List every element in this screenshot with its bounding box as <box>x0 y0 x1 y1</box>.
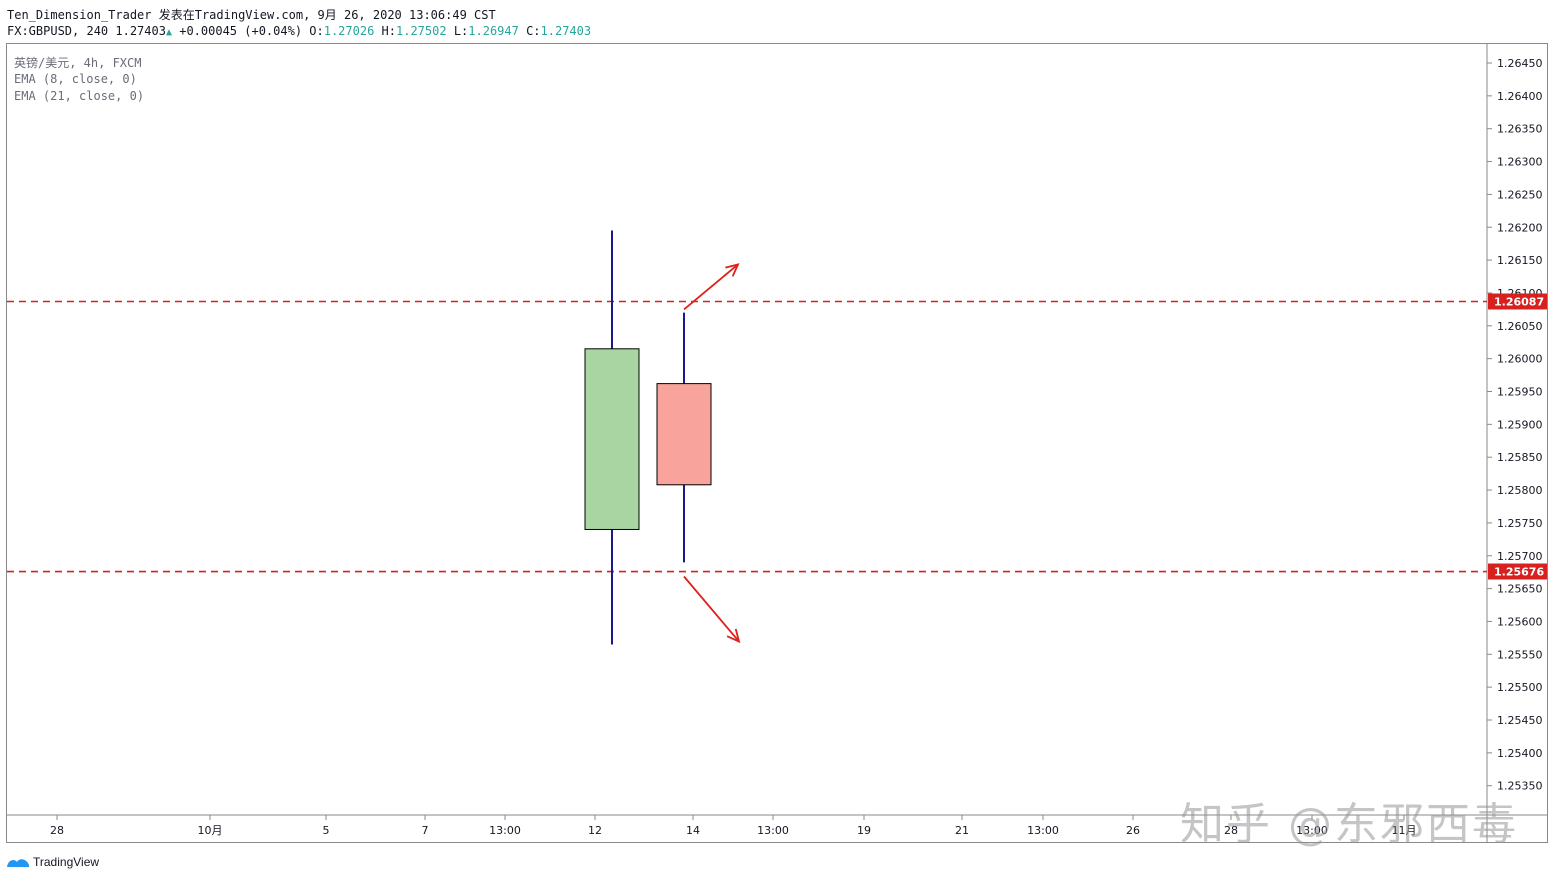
low-value: 1.26947 <box>468 24 519 38</box>
watermark: 知乎 @东邪西毒 <box>1180 799 1518 850</box>
ema-fast-legend[interactable]: EMA (8, close, 0) <box>14 72 137 86</box>
time-tick-label: 7 <box>422 824 429 837</box>
high-label: H: <box>381 24 396 38</box>
candles <box>584 230 712 645</box>
arrow-annotations <box>683 263 741 644</box>
time-tick-label: 11月 <box>1392 824 1417 837</box>
time-tick-label: 5 <box>323 824 330 837</box>
arrow-shaft <box>683 263 739 311</box>
time-axis: 28 10月 5 7 13:00 12 14 13:00 19 21 13:00 26 28 13:00 1… <box>50 815 1417 837</box>
open-value: 1.27026 <box>323 24 375 38</box>
arrow-head-icon <box>725 263 740 277</box>
symbol-price: FX:GBPUSD, 240 1.27403 <box>7 24 166 38</box>
time-tick-label: 28 <box>50 824 64 837</box>
publisher-line: Ten_Dimension_Trader 发表在TradingView.com,… <box>7 8 496 22</box>
time-tick-label: 28 <box>1224 824 1238 837</box>
ema-slow-legend[interactable]: EMA (21, close, 0) <box>14 89 145 103</box>
price-tick-label: 1.25500 <box>1497 681 1543 694</box>
price-change: +0.00045 (+0.04%) <box>179 24 303 38</box>
price-tick-label: 1.26250 <box>1497 188 1543 201</box>
price-tick-label: 1.26350 <box>1497 123 1543 136</box>
price-tick-label: 1.25550 <box>1497 648 1543 661</box>
low-label: L: <box>453 24 469 38</box>
time-tick-label: 12 <box>588 824 602 837</box>
price-tick-label: 1.25700 <box>1497 550 1543 563</box>
time-tick-label: 13:00 <box>1027 824 1059 837</box>
tradingview-brand: TradingView <box>33 855 100 869</box>
price-tick-label: 1.26400 <box>1497 90 1543 103</box>
price-tick-label: 1.25350 <box>1497 780 1543 793</box>
price-tick-label: 1.26000 <box>1497 353 1543 366</box>
tradingview-logo-icon <box>7 859 29 867</box>
price-tick-label: 1.25750 <box>1497 517 1543 530</box>
time-tick-label: 19 <box>857 824 871 837</box>
price-axis: 1.26450 1.26400 1.26350 1.26300 1.26250 1.262… <box>1487 57 1543 793</box>
price-tick-label: 1.25950 <box>1497 386 1543 399</box>
symbol-ohlc-line: FX:GBPUSD, 240 1.27403▲ +0.00045 (+0.04%… <box>7 24 591 38</box>
level-price-label: 1.26087 <box>1494 295 1544 308</box>
time-tick-label: 13:00 <box>1296 824 1328 837</box>
price-tick-label: 1.25600 <box>1497 615 1543 628</box>
level-price-badge <box>1488 563 1547 580</box>
level-price-label: 1.25676 <box>1494 566 1544 579</box>
price-tick-label: 1.26150 <box>1497 254 1543 267</box>
price-tick-label: 1.25900 <box>1497 418 1543 431</box>
symbol-info[interactable]: 英镑/美元, 4h, FXCM <box>14 56 142 70</box>
price-tick-label: 1.25650 <box>1497 583 1543 596</box>
tradingview-footer[interactable]: TradingView <box>6 853 99 871</box>
close-label: C: <box>526 24 541 38</box>
support-resistance-levels: 1.26087 1.25676 <box>7 293 1547 580</box>
chart-frame[interactable] <box>6 43 1548 843</box>
price-tick-label: 1.25800 <box>1497 484 1543 497</box>
price-tick-label: 1.26450 <box>1497 57 1543 70</box>
arrow-head-icon <box>726 628 741 644</box>
triangle-up-icon: ▲ <box>165 27 172 38</box>
price-tick-label: 1.25400 <box>1497 747 1543 760</box>
price-tick-label: 1.26200 <box>1497 221 1543 234</box>
close-value: 1.27403 <box>540 24 592 38</box>
price-tick-label: 1.26300 <box>1497 156 1543 169</box>
price-tick-label: 1.25450 <box>1497 714 1543 727</box>
price-tick-label: 1.25850 <box>1497 451 1543 464</box>
time-tick-label: 21 <box>955 824 969 837</box>
candle-body <box>656 383 712 486</box>
arrow-shaft <box>683 575 740 643</box>
candle-body <box>584 348 640 530</box>
time-tick-label: 13:00 <box>757 824 789 837</box>
open-label: O: <box>309 24 324 38</box>
time-tick-label: 10月 <box>198 824 223 837</box>
high-value: 1.27502 <box>396 24 447 38</box>
time-tick-label: 14 <box>686 824 700 837</box>
level-price-badge <box>1488 293 1547 310</box>
price-tick-label: 1.26050 <box>1497 320 1543 333</box>
time-tick-label: 26 <box>1126 824 1140 837</box>
time-tick-label: 13:00 <box>489 824 521 837</box>
